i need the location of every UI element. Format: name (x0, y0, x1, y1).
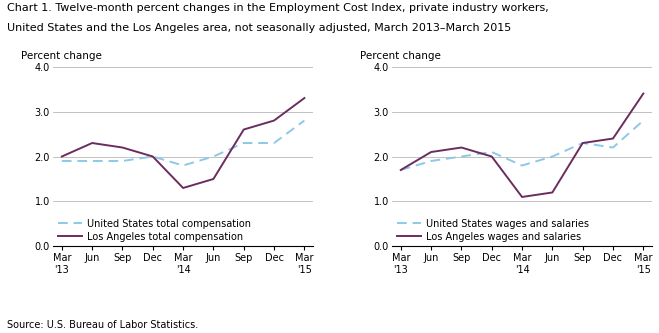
Text: Percent change: Percent change (22, 51, 102, 61)
Text: Chart 1. Twelve-month percent changes in the Employment Cost Index, private indu: Chart 1. Twelve-month percent changes in… (7, 3, 548, 13)
Text: United States and the Los Angeles area, not seasonally adjusted, March 2013–Marc: United States and the Los Angeles area, … (7, 23, 511, 33)
Legend: United States total compensation, Los Angeles total compensation: United States total compensation, Los An… (57, 219, 250, 241)
Legend: United States wages and salaries, Los Angeles wages and salaries: United States wages and salaries, Los An… (397, 219, 588, 241)
Text: Source: U.S. Bureau of Labor Statistics.: Source: U.S. Bureau of Labor Statistics. (7, 320, 198, 330)
Text: Percent change: Percent change (360, 51, 442, 61)
